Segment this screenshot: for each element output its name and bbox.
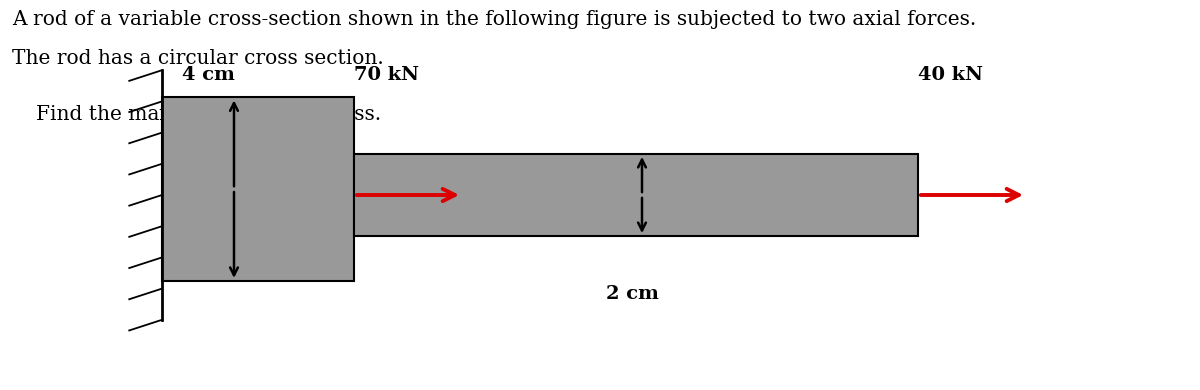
Text: Find the maximum normal stress.: Find the maximum normal stress. (36, 105, 382, 124)
Text: 4 cm: 4 cm (182, 66, 235, 84)
Text: A rod of a variable cross-section shown in the following figure is subjected to : A rod of a variable cross-section shown … (12, 10, 977, 29)
Bar (162, 98, 354, 281)
Text: The rod has a circular cross section.: The rod has a circular cross section. (12, 49, 384, 68)
Text: 40 kN: 40 kN (918, 66, 983, 84)
Text: 70 kN: 70 kN (354, 66, 419, 84)
Text: 2 cm: 2 cm (606, 285, 659, 303)
Bar (354, 154, 918, 236)
